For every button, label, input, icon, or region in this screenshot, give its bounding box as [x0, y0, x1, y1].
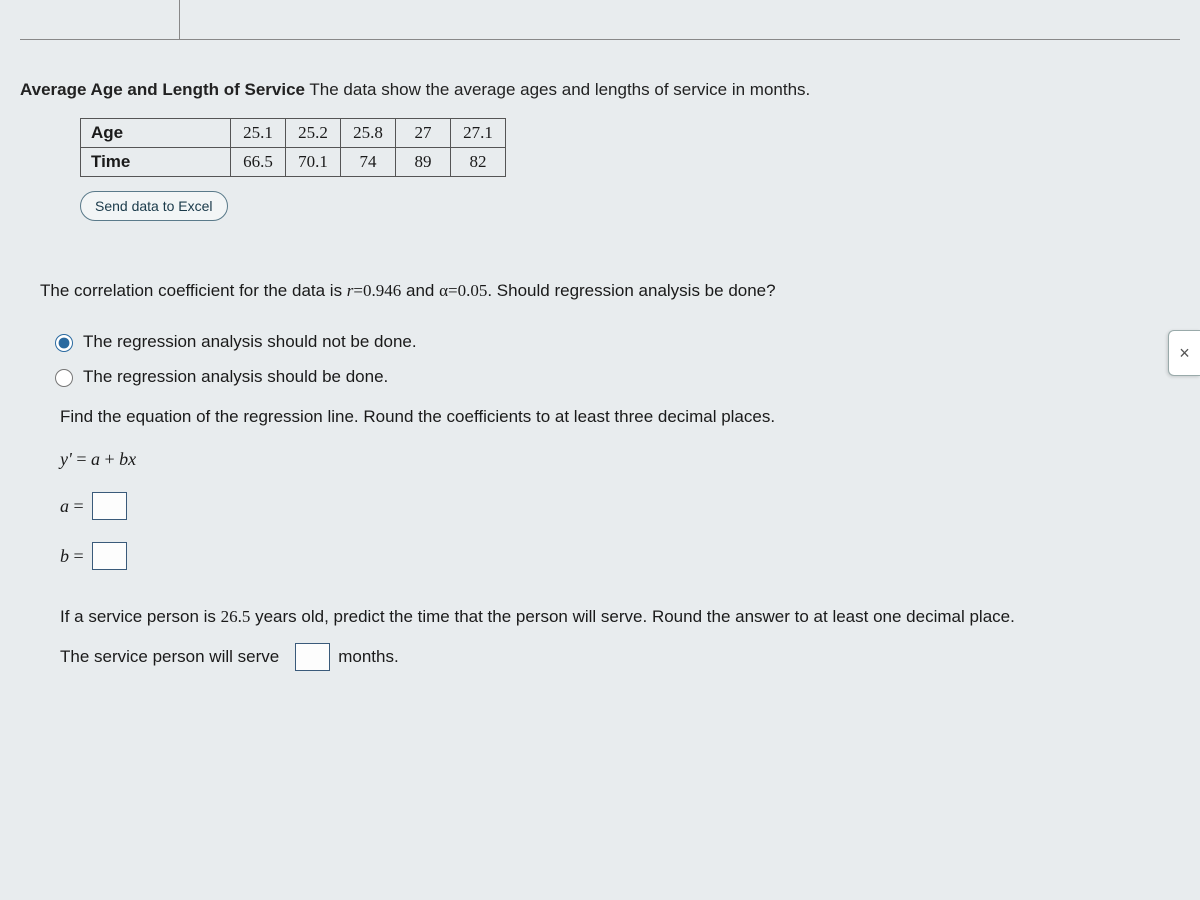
serve-answer-line: The service person will serve months.	[60, 643, 1180, 671]
header-cell-fragment	[20, 0, 180, 39]
partial-header-fragment	[20, 0, 1180, 40]
title-rest: The data show the average ages and lengt…	[305, 80, 810, 99]
predict-age: 26.5	[221, 607, 251, 626]
table-cell: 66.5	[231, 148, 286, 177]
table-cell: 25.1	[231, 119, 286, 148]
table-row: Time 66.5 70.1 74 89 82	[81, 148, 506, 177]
serve-prefix: The service person will serve	[60, 647, 279, 667]
predict-prefix: If a service person is	[60, 607, 221, 626]
predict-suffix: years old, predict the time that the per…	[250, 607, 1014, 626]
corr-prefix: The correlation coefficient for the data…	[40, 281, 347, 300]
row-header-time: Time	[81, 148, 231, 177]
table-cell: 27.1	[451, 119, 506, 148]
table-cell: 82	[451, 148, 506, 177]
table-cell: 89	[396, 148, 451, 177]
coef-b-input[interactable]	[92, 542, 127, 570]
prediction-prompt: If a service person is 26.5 years old, p…	[60, 605, 1140, 629]
serve-months-input[interactable]	[295, 643, 330, 671]
r-value: =0.946	[353, 281, 401, 300]
table-cell: 25.8	[341, 119, 396, 148]
coef-a-row: a =	[60, 492, 1180, 520]
row-header-age: Age	[81, 119, 231, 148]
option-not-done[interactable]: The regression analysis should not be do…	[50, 331, 1180, 352]
title-bold: Average Age and Length of Service	[20, 80, 305, 99]
option-label: The regression analysis should be done.	[83, 367, 388, 387]
send-to-excel-button[interactable]: Send data to Excel	[80, 191, 228, 221]
table-cell: 25.2	[286, 119, 341, 148]
table-cell: 27	[396, 119, 451, 148]
regression-equation: y' = a + bx	[60, 449, 1180, 470]
table-row: Age 25.1 25.2 25.8 27 27.1	[81, 119, 506, 148]
corr-mid: and	[401, 281, 439, 300]
data-table: Age 25.1 25.2 25.8 27 27.1 Time 66.5 70.…	[80, 118, 506, 177]
regression-instruction: Find the equation of the regression line…	[60, 407, 1180, 427]
question-page: Average Age and Length of Service The da…	[0, 0, 1200, 900]
corr-suffix: . Should regression analysis be done?	[487, 281, 775, 300]
correlation-statement: The correlation coefficient for the data…	[40, 281, 1180, 301]
table-cell: 70.1	[286, 148, 341, 177]
alpha-value: =0.05	[448, 281, 487, 300]
radio-should-done[interactable]	[55, 369, 73, 387]
table-cell: 74	[341, 148, 396, 177]
option-should-done[interactable]: The regression analysis should be done.	[50, 366, 1180, 387]
radio-options: The regression analysis should not be do…	[50, 331, 1180, 387]
coef-b-label: b =	[60, 546, 84, 567]
coef-a-input[interactable]	[92, 492, 127, 520]
alpha-symbol: α	[439, 281, 448, 300]
radio-not-done[interactable]	[55, 334, 73, 352]
close-icon: ×	[1179, 343, 1190, 364]
serve-suffix: months.	[338, 647, 398, 667]
problem-title: Average Age and Length of Service The da…	[20, 80, 1180, 100]
close-panel-button[interactable]: ×	[1168, 330, 1200, 376]
option-label: The regression analysis should not be do…	[83, 332, 417, 352]
coef-a-label: a =	[60, 496, 84, 517]
coef-b-row: b =	[60, 542, 1180, 570]
